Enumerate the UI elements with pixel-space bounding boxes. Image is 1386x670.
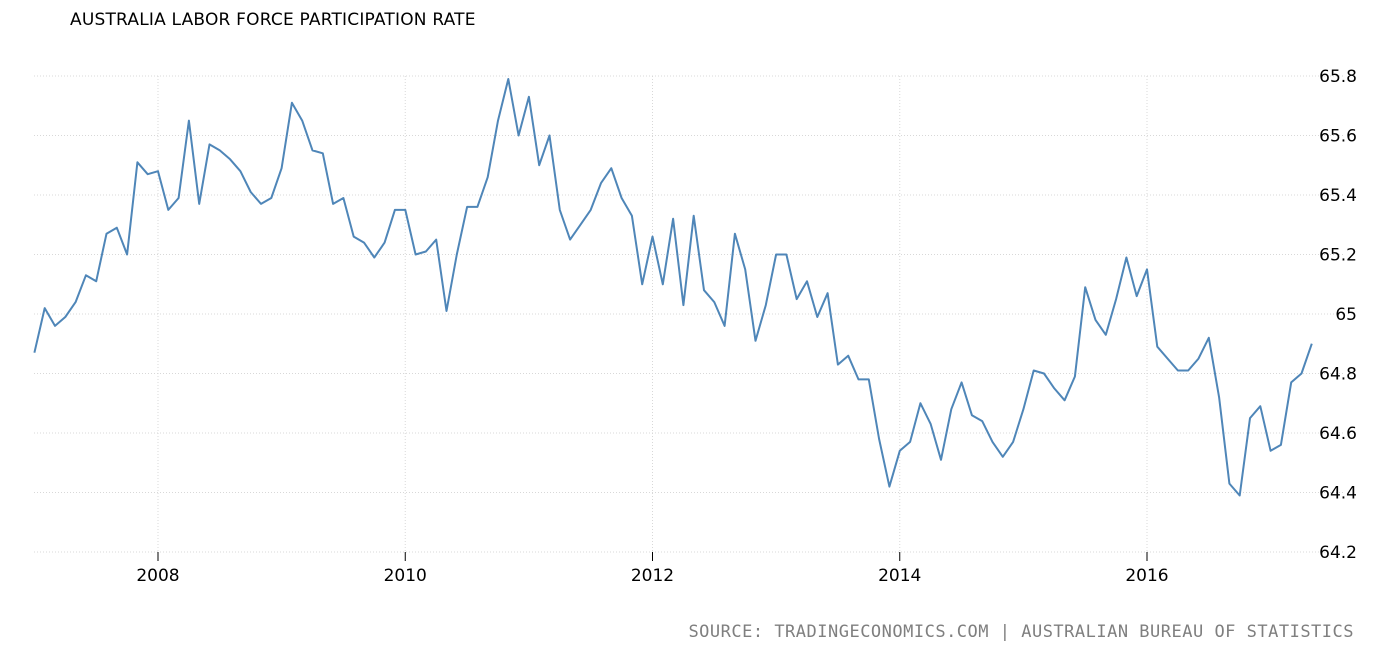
y-axis: 64.2 64.4 64.6 64.8 65 65.2 65.4 65.6 65.8 bbox=[1319, 67, 1357, 563]
y-tick-label: 65.4 bbox=[1319, 186, 1357, 206]
y-tick-label: 64.4 bbox=[1319, 484, 1357, 504]
x-tick-label: 2016 bbox=[1125, 566, 1168, 586]
y-tick-label: 65 bbox=[1335, 305, 1357, 325]
y-tick-label: 65.6 bbox=[1319, 127, 1357, 147]
y-tick-label: 64.2 bbox=[1319, 543, 1357, 563]
y-tick-label: 64.8 bbox=[1319, 365, 1357, 385]
y-tick-label: 65.8 bbox=[1319, 67, 1357, 87]
x-tick-label: 2014 bbox=[878, 566, 921, 586]
series-layer bbox=[33, 78, 1313, 497]
x-axis: 2008 2010 2012 2014 2016 bbox=[136, 552, 1169, 586]
series-line bbox=[33, 78, 1313, 497]
x-tick-label: 2010 bbox=[384, 566, 427, 586]
x-tick-label: 2012 bbox=[631, 566, 674, 586]
chart-title: AUSTRALIA LABOR FORCE PARTICIPATION RATE bbox=[70, 10, 476, 30]
grid-layer bbox=[34, 75, 1345, 553]
y-tick-label: 65.2 bbox=[1319, 246, 1357, 266]
x-tick-label: 2008 bbox=[136, 566, 179, 586]
y-tick-label: 64.6 bbox=[1319, 424, 1357, 444]
source-text: SOURCE: TRADINGECONOMICS.COM | AUSTRALIA… bbox=[688, 622, 1354, 642]
